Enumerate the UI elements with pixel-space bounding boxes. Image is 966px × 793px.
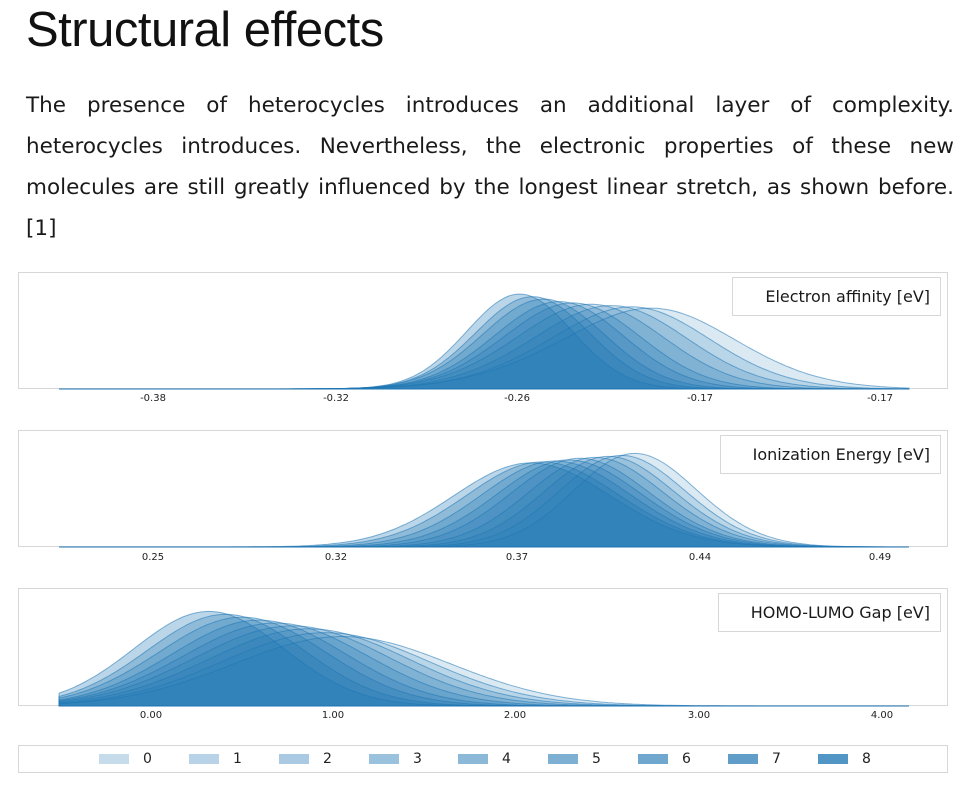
- chart-electron-affinity: Electron affinity [eV]: [18, 272, 948, 390]
- density-series-8: [59, 293, 909, 390]
- tick-label: -0.26: [504, 393, 530, 404]
- tick-label: 3.00: [687, 710, 711, 721]
- chart-ionization-energy-plot: [59, 452, 909, 548]
- legend-label: 6: [682, 751, 691, 767]
- tick-label: -0.38: [140, 393, 166, 404]
- tick-label: 0.25: [141, 552, 165, 563]
- legend-electron-affinity: Electron affinity [eV]: [732, 277, 941, 316]
- tick-label: 0.44: [688, 552, 712, 563]
- tick-label: 0.32: [324, 552, 348, 563]
- density-series-8: [58, 610, 909, 707]
- legend-label: 7: [772, 751, 781, 767]
- legend-ionization-energy: Ionization Energy [eV]: [719, 435, 941, 474]
- chart-ionization-energy: Ionization Energy [eV]: [18, 430, 948, 548]
- legend-swatch: [369, 754, 399, 764]
- intro-paragraph: The presence of heterocycles introduces …: [26, 93, 954, 241]
- chart-homo-lumo-gap-plot: [58, 610, 909, 707]
- legend-swatch: [458, 754, 488, 764]
- tick-label: -0.32: [323, 393, 349, 404]
- x-axis-ionization-energy: 0.25 0.32 0.37 0.44 0.49: [18, 552, 948, 566]
- x-axis-electron-affinity: -0.38 -0.32 -0.26 -0.17 -0.17: [18, 393, 948, 407]
- tick-label: 1.00: [321, 710, 345, 721]
- legend-label: 1: [233, 751, 242, 767]
- series-legend: 0 1 2 3 4 5 6 7 8: [18, 745, 948, 773]
- legend-label: 0: [143, 751, 152, 767]
- tick-label: 0.37: [505, 552, 529, 563]
- legend-label: 5: [592, 751, 601, 767]
- tick-label: 0.00: [139, 710, 163, 721]
- legend-label: 4: [502, 751, 511, 767]
- tick-label: -0.17: [687, 393, 713, 404]
- tick-label: 2.00: [503, 710, 527, 721]
- legend-swatch: [189, 754, 219, 764]
- chart-electron-affinity-plot: [59, 293, 910, 390]
- legend-label: 2: [323, 751, 332, 767]
- legend-swatch: [548, 754, 578, 764]
- legend-swatch: [818, 754, 848, 764]
- legend-label: 8: [862, 751, 871, 767]
- chart-homo-lumo-gap: HOMO-LUMO Gap [eV]: [18, 588, 948, 707]
- tick-label: -0.17: [867, 393, 893, 404]
- legend-swatch: [279, 754, 309, 764]
- tick-label: 4.00: [870, 710, 894, 721]
- x-axis-homo-lumo-gap: 0.00 1.00 2.00 3.00 4.00: [18, 710, 948, 724]
- density-series-8: [59, 462, 909, 548]
- tick-label: 0.49: [868, 552, 892, 563]
- legend-swatch: [99, 754, 129, 764]
- legend-homo-lumo-gap: HOMO-LUMO Gap [eV]: [717, 593, 941, 632]
- legend-swatch: [638, 754, 668, 764]
- page-title: Structural effects: [26, 3, 384, 57]
- legend-label: 3: [413, 751, 422, 767]
- legend-swatch: [728, 754, 758, 764]
